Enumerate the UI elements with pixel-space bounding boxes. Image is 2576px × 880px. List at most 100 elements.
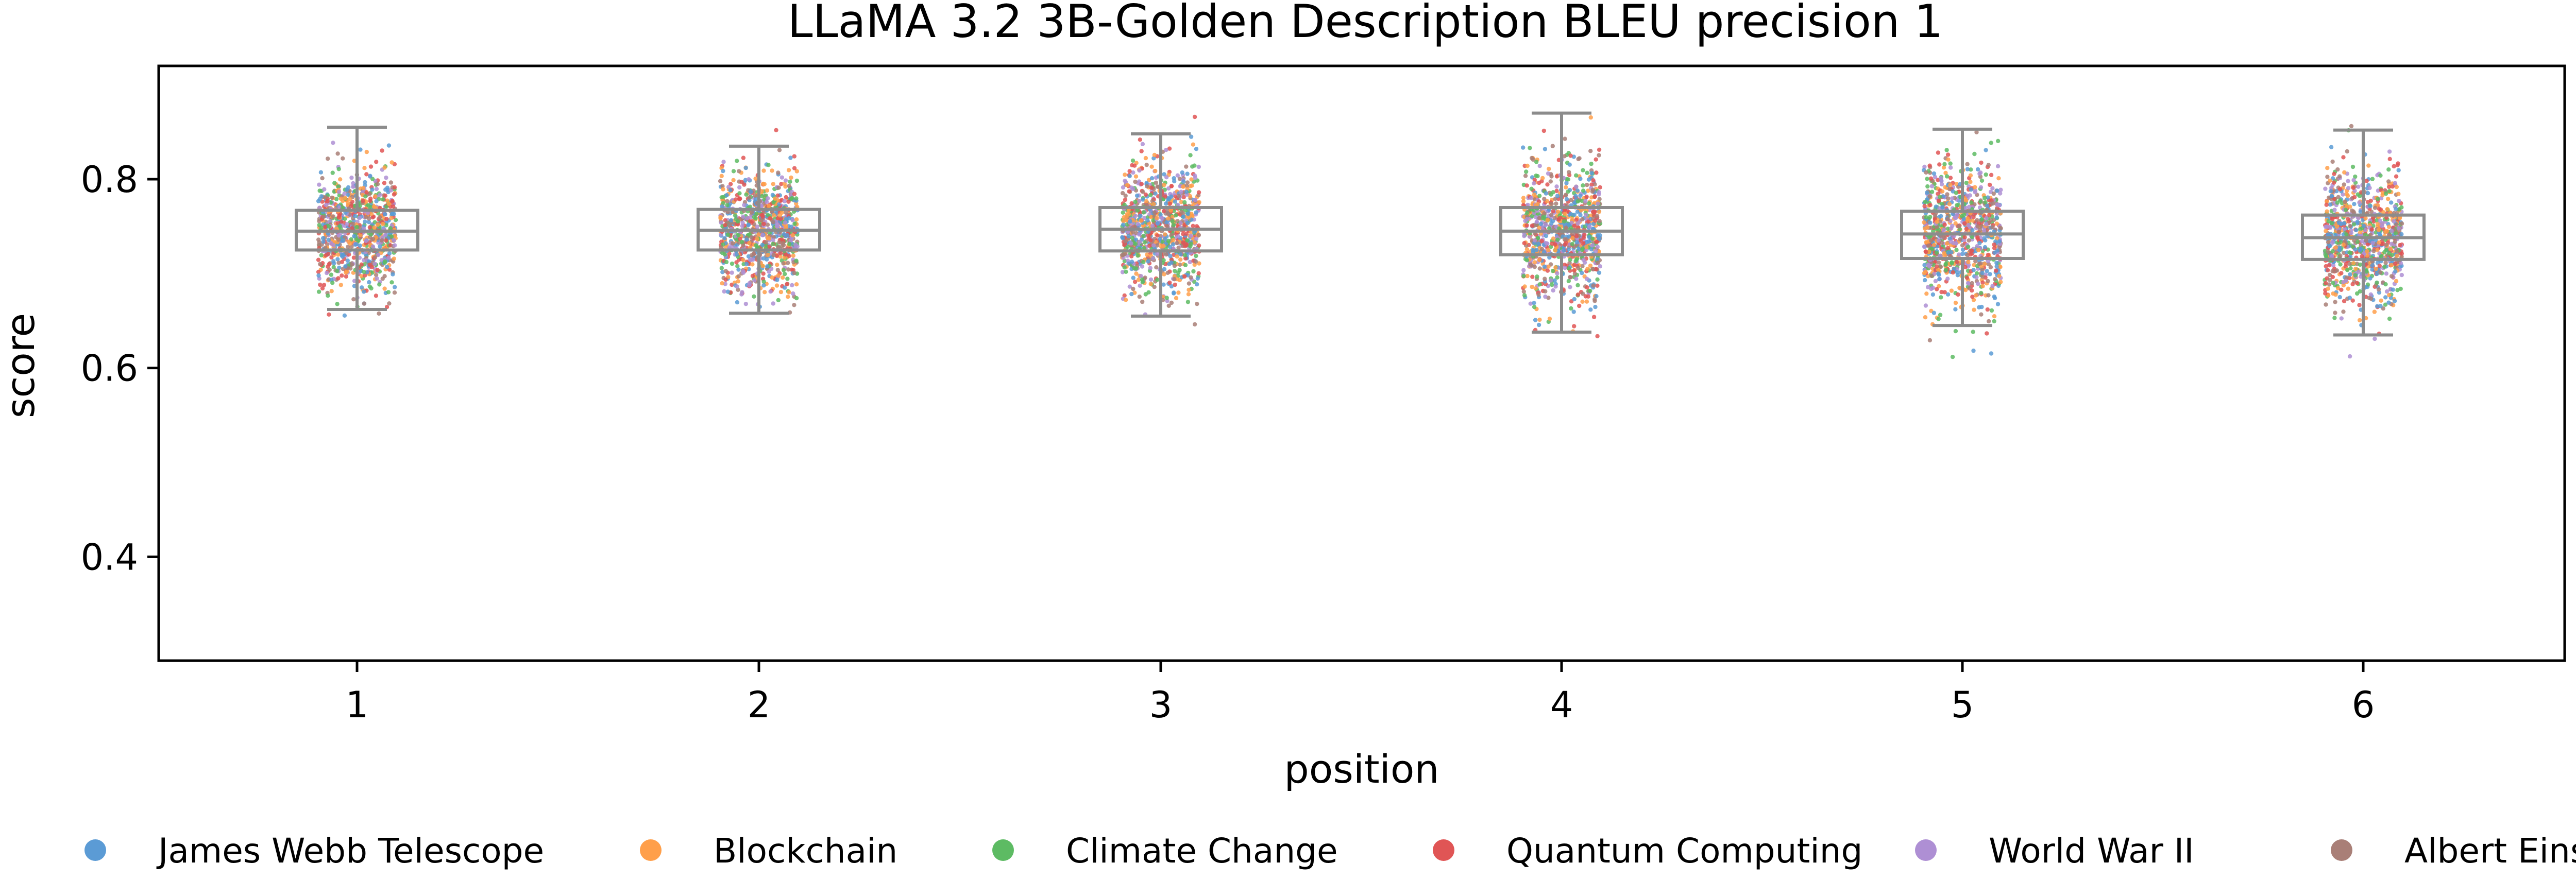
strip-point — [340, 273, 344, 278]
strip-point — [1972, 307, 1976, 312]
strip-point — [1924, 170, 1928, 175]
strip-point — [1954, 241, 1959, 246]
strip-point — [781, 241, 786, 246]
strip-point — [330, 281, 335, 285]
strip-point — [1148, 266, 1153, 270]
strip-point — [794, 196, 799, 201]
strip-point — [741, 156, 746, 160]
strip-point — [1562, 237, 1567, 242]
strip-point — [1168, 208, 1173, 213]
strip-point — [742, 203, 747, 208]
strip-point — [372, 255, 378, 260]
strip-point — [384, 238, 388, 243]
strip-point — [771, 200, 776, 205]
strip-point — [1939, 214, 1943, 218]
strip-point — [1592, 201, 1597, 205]
strip-point — [792, 154, 797, 159]
strip-point — [783, 271, 787, 277]
strip-point — [1929, 184, 1935, 188]
strip-point — [1960, 243, 1965, 248]
strip-point — [1145, 184, 1149, 188]
strip-point — [1543, 289, 1548, 294]
strip-point — [338, 177, 343, 182]
strip-point — [1122, 202, 1127, 207]
strip-point — [316, 273, 321, 278]
strip-point — [330, 195, 334, 200]
strip-point — [747, 177, 751, 182]
strip-point — [1979, 178, 1985, 183]
strip-point — [740, 223, 745, 229]
strip-point — [1990, 284, 1995, 288]
strip-point — [1949, 226, 1954, 231]
strip-point — [345, 269, 349, 274]
strip-point — [1153, 168, 1158, 174]
strip-point — [376, 222, 380, 227]
strip-point — [319, 253, 324, 257]
strip-point — [341, 238, 346, 243]
strip-point — [382, 165, 387, 170]
strip-point — [1137, 199, 1142, 203]
strip-point — [766, 252, 770, 257]
strip-point — [1994, 264, 1999, 269]
strip-point — [1133, 199, 1138, 204]
strip-point — [784, 195, 788, 200]
strip-point — [1581, 235, 1586, 240]
strip-point — [791, 253, 796, 258]
strip-point — [1572, 271, 1578, 276]
strip-point — [1581, 168, 1585, 172]
strip-point — [1134, 193, 1140, 198]
strip-point — [1121, 222, 1126, 227]
strip-point — [1937, 162, 1942, 167]
strip-point — [771, 182, 775, 186]
strip-point — [1960, 251, 1965, 256]
strip-point — [747, 240, 752, 246]
strip-point — [1939, 179, 1944, 183]
strip-point — [1931, 229, 1936, 234]
strip-point — [1536, 292, 1541, 297]
strip-point — [794, 296, 799, 301]
strip-point — [1139, 274, 1143, 279]
strip-point — [1980, 274, 1985, 279]
strip-point — [776, 273, 781, 278]
strip-point — [720, 250, 725, 255]
strip-point — [1572, 268, 1577, 273]
strip-point — [352, 234, 357, 238]
strip-point — [1922, 164, 1927, 169]
strip-point — [1991, 191, 1996, 196]
strip-point — [1925, 177, 1929, 181]
strip-point — [345, 258, 350, 263]
strip-point — [1178, 221, 1183, 226]
strip-point — [1572, 223, 1577, 228]
strip-point — [1526, 202, 1530, 208]
strip-point — [1969, 200, 1974, 205]
strip-point — [737, 169, 741, 174]
strip-point — [1549, 201, 1554, 206]
strip-point — [327, 224, 331, 229]
strip-point — [1923, 269, 1928, 274]
strip-point — [1943, 262, 1948, 267]
strip-point — [384, 216, 389, 221]
strip-point — [1998, 191, 2003, 196]
strip-point — [1938, 265, 1943, 269]
strip-point — [1591, 315, 1597, 319]
strip-point — [1188, 153, 1193, 158]
strip-point — [1545, 182, 1550, 187]
strip-point — [1578, 177, 1583, 181]
strip-point — [377, 311, 381, 316]
strip-point — [722, 289, 726, 294]
strip-point — [1575, 292, 1581, 297]
strip-point — [770, 275, 774, 280]
strip-point — [1551, 288, 1555, 293]
strip-point — [1142, 216, 1147, 220]
strip-point — [1180, 170, 1184, 175]
strip-point — [1528, 262, 1533, 267]
strip-point — [779, 182, 784, 186]
strip-point — [1121, 185, 1126, 190]
strip-point — [1585, 277, 1589, 281]
strip-point — [1982, 196, 1987, 200]
strip-point — [1554, 188, 1559, 193]
strip-point — [1168, 245, 1173, 249]
strip-point — [335, 151, 340, 156]
strip-point — [1131, 286, 1136, 291]
strip-point — [751, 257, 755, 262]
